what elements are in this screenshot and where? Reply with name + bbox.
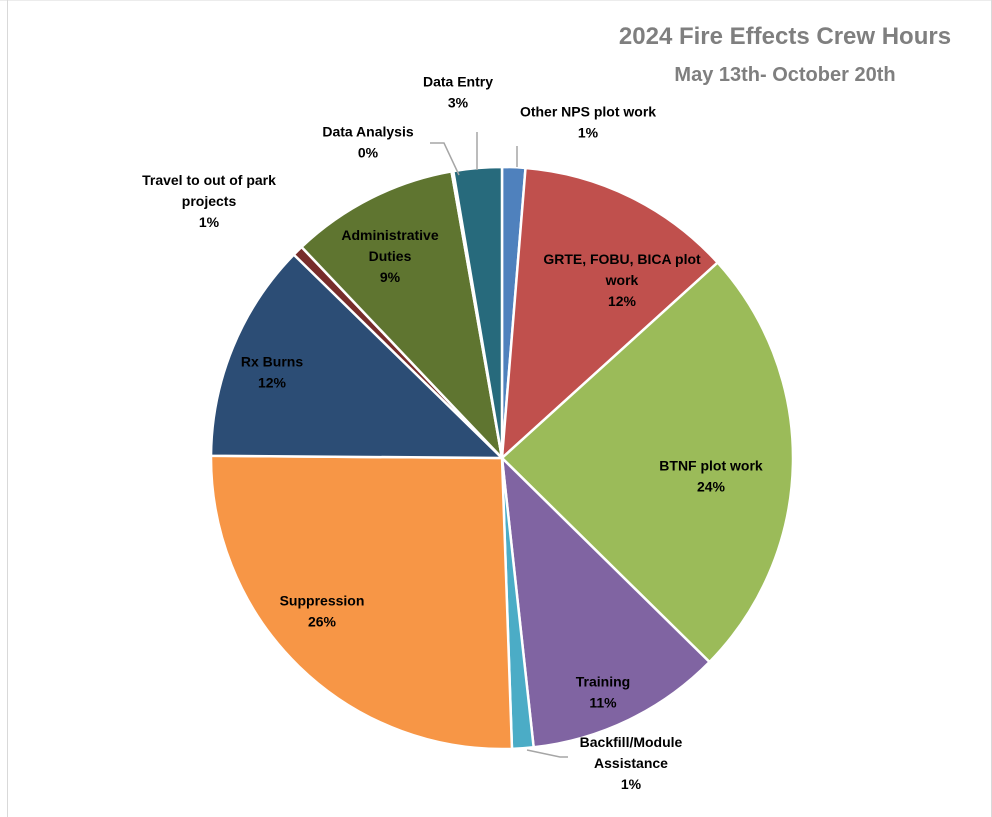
slice-percent-label: 12% [608, 293, 637, 309]
slice-label: BTNF plot work 24% [659, 458, 763, 495]
pie-slice [500, 261, 795, 664]
slice-percent-label: 24% [697, 479, 726, 495]
slice-name-label: Data Entry [423, 74, 493, 90]
slice-labels: Other NPS plot work 1% GRTE, FOBU, BICA pl… [142, 74, 763, 793]
pie-slice [209, 253, 504, 460]
pie-slices [209, 165, 795, 751]
slice-name-label: Other NPS plot work [520, 104, 656, 120]
slice-name-label: Data Analysis [322, 124, 414, 140]
slice-label: Data Analysis 0% [322, 124, 414, 161]
chart-title: 2024 Fire Effects Crew Hours [619, 23, 951, 50]
slice-percent-label: 0% [358, 145, 379, 161]
slice-name-label: BTNF plot work [659, 458, 763, 474]
leader-line [526, 749, 568, 758]
slice-percent-label: 1% [621, 776, 642, 792]
slice-name-label: GRTE, FOBU, BICA plot [543, 251, 701, 267]
slice-percent-label: 12% [258, 375, 287, 391]
slice-percent-label: 1% [578, 125, 599, 141]
slice-label: GRTE, FOBU, BICA plot work 12% [543, 251, 701, 309]
slice-name-label: Travel to out of park [142, 172, 276, 188]
slice-label: Travel to out of park projects 1% [142, 172, 276, 230]
slice-percent-label: 11% [589, 695, 617, 711]
leader-lines [430, 132, 568, 758]
slice-label: Administrative Duties 9% [341, 227, 438, 285]
slice-percent-label: 1% [199, 214, 220, 230]
pie-slice [500, 456, 711, 749]
pie-slice [500, 166, 719, 460]
slice-name-label: Suppression [280, 593, 365, 609]
pie-slice [209, 454, 514, 751]
leader-line [430, 142, 460, 176]
slice-label: Backfill/Module Assistance 1% [580, 734, 683, 792]
slice-label: Training 11% [576, 674, 630, 711]
pie-slice [300, 170, 504, 460]
slice-label: Suppression 26% [280, 593, 365, 630]
chart-subtitle: May 13th- October 20th [674, 64, 895, 86]
slice-name-label: Rx Burns [241, 354, 303, 370]
slice-name-label: Training [576, 674, 630, 690]
slice-name-label: Administrative [341, 227, 438, 243]
slice-name-label: work [605, 272, 639, 288]
slice-label: Rx Burns 12% [241, 354, 303, 391]
slice-name-label: Backfill/Module [580, 734, 683, 750]
slice-label: Other NPS plot work 1% [520, 104, 656, 141]
slice-percent-label: 9% [380, 269, 401, 285]
slice-percent-label: 3% [448, 95, 469, 111]
slice-name-label: projects [182, 193, 237, 209]
slice-name-label: Assistance [594, 755, 668, 771]
slice-label: Data Entry 3% [423, 74, 493, 111]
slice-percent-label: 26% [308, 614, 337, 630]
slice-name-label: Duties [369, 248, 412, 264]
